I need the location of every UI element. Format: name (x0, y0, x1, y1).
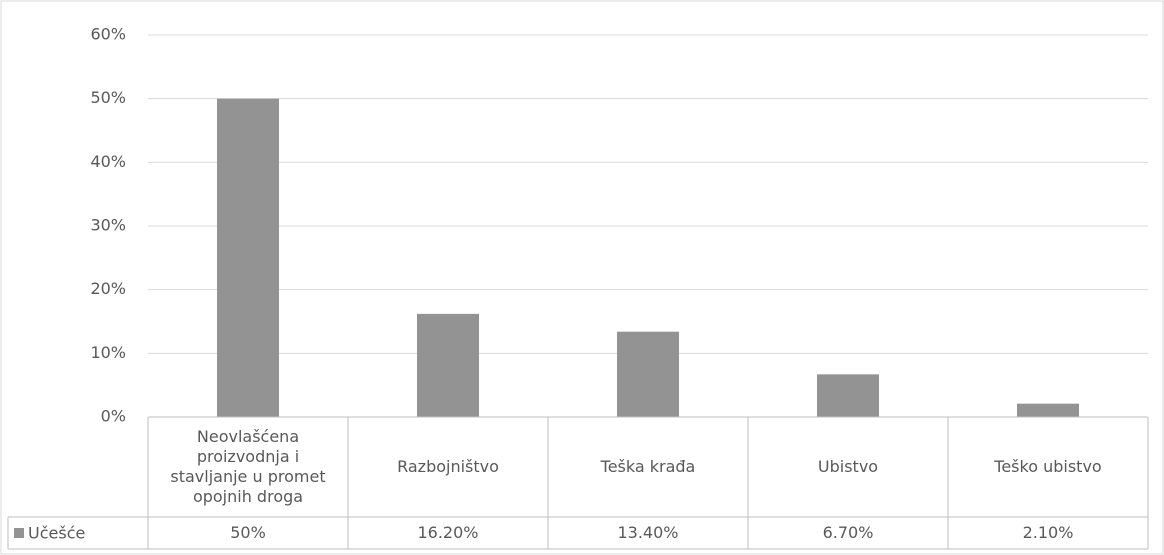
data-table-value: 13.40% (617, 523, 679, 542)
data-table-value: 6.70% (822, 523, 874, 542)
bar (417, 313, 479, 417)
data-table-value: 50% (230, 523, 266, 542)
category-label: Neovlašćena proizvodnja i stavljanje u p… (170, 427, 326, 506)
legend-key (14, 528, 24, 538)
y-tick-label: 20% (90, 279, 126, 298)
y-tick-label: 30% (90, 216, 126, 235)
category-label: Teško ubistvo (994, 457, 1102, 476)
y-tick-label: 40% (90, 152, 126, 171)
y-tick-label: 50% (90, 88, 126, 107)
data-table-value: 16.20% (417, 523, 479, 542)
y-tick-label: 0% (101, 407, 126, 426)
legend-label: Učešće (28, 524, 85, 543)
y-tick-label: 10% (90, 343, 126, 362)
category-label: Ubistvo (817, 457, 879, 476)
bar (617, 331, 679, 417)
bar (217, 98, 279, 418)
category-label: Razbojništvo (397, 457, 499, 476)
data-table-value: 2.10% (1022, 523, 1074, 542)
bar (817, 374, 879, 417)
category-label: Teška krađa (600, 457, 696, 476)
y-tick-label: 60% (90, 25, 126, 44)
bar (1017, 403, 1079, 417)
